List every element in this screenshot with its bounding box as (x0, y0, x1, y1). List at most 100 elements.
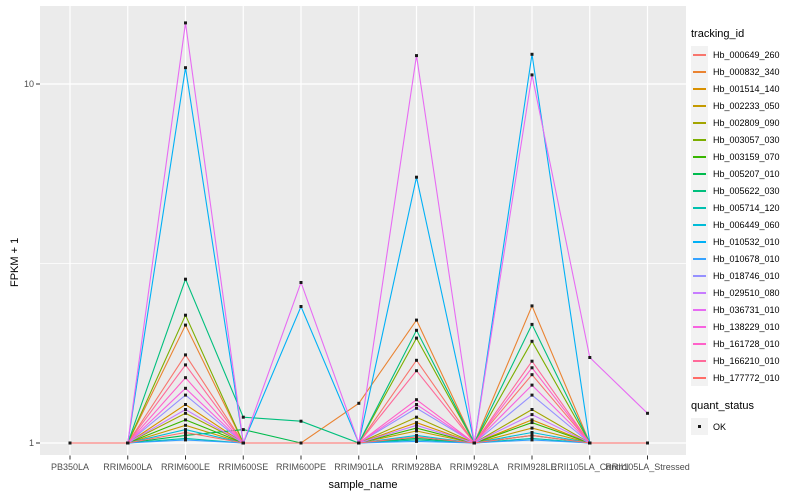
legend-key (691, 182, 708, 199)
data-point (184, 431, 187, 434)
legend-item-Hb_177772_010: Hb_177772_010 (691, 369, 799, 386)
legend-key-line-icon (693, 257, 706, 260)
legend-item-label: Hb_018746_010 (713, 270, 780, 281)
legend-item-label: Hb_161728_010 (713, 338, 780, 349)
legend-title-tracking-id: tracking_id (691, 28, 745, 40)
data-point (415, 175, 418, 179)
legend-item-Hb_002809_090: Hb_002809_090 (691, 114, 799, 131)
legend-key (691, 335, 708, 352)
legend-key (691, 250, 708, 267)
x-tick-label: RRII105LA_Stressed (605, 462, 690, 472)
data-point (530, 73, 534, 77)
data-point (415, 423, 418, 427)
legend-item-Hb_138229_010: Hb_138229_010 (691, 318, 799, 335)
data-point (415, 426, 418, 430)
data-point (530, 433, 534, 437)
legend: tracking_id Hb_000649_260 Hb_000832_340 Hb… (691, 28, 799, 435)
legend-item-label: Hb_005207_010 (713, 168, 780, 179)
legend-key (691, 199, 708, 216)
legend-tracking-items: Hb_000649_260 Hb_000832_340 Hb_001514_140 H… (691, 46, 799, 386)
data-point (299, 419, 303, 423)
legend-key-line-icon (693, 240, 706, 243)
data-point (530, 418, 534, 422)
legend-key (691, 233, 708, 250)
data-point (357, 441, 361, 445)
data-point (530, 383, 534, 387)
data-point (415, 358, 418, 362)
legend-item-label: Hb_010678_010 (713, 253, 780, 264)
legend-key-line-icon (693, 189, 706, 192)
data-point (184, 353, 187, 357)
legend-item-Hb_005207_010: Hb_005207_010 (691, 165, 799, 182)
legend-title-quant-status: quant_status (691, 400, 754, 412)
data-point (184, 323, 187, 327)
legend-key-line-icon (693, 172, 706, 175)
legend-key (691, 131, 708, 148)
legend-item-label: Hb_002233_050 (713, 100, 780, 111)
data-point (241, 415, 245, 419)
data-point (646, 411, 649, 415)
data-point (415, 328, 418, 332)
data-point (299, 281, 303, 284)
legend-item-label: OK (713, 421, 727, 432)
legend-item-Hb_010678_010: Hb_010678_010 (691, 250, 799, 267)
data-point (646, 441, 649, 445)
y-axis-title: FPKM + 1 (9, 237, 21, 287)
black-square-point-icon (698, 425, 701, 428)
data-point (530, 421, 534, 425)
legend-item-label: Hb_166210_010 (713, 355, 780, 366)
legend-key (691, 80, 708, 97)
legend-key-line-icon (693, 104, 706, 107)
legend-key (691, 318, 708, 335)
data-point (184, 428, 187, 432)
legend-item-Hb_010532_010: Hb_010532_010 (691, 233, 799, 250)
data-point (184, 277, 187, 281)
x-tick-label: RRIM928LE (507, 462, 557, 472)
legend-key (691, 352, 708, 369)
data-point (530, 373, 534, 377)
data-point (415, 369, 418, 373)
x-tick-label: RRIM600PE (275, 462, 327, 472)
legend-item-quant-ok: OK (691, 418, 799, 435)
data-point (530, 426, 534, 430)
legend-key-line-icon (693, 70, 706, 73)
y-tick-label: 1 (28, 438, 34, 448)
legend-item-Hb_000649_260: Hb_000649_260 (691, 46, 799, 63)
data-point (530, 438, 534, 442)
data-point (68, 441, 72, 445)
legend-key-line-icon (693, 53, 706, 56)
legend-item-label: Hb_003159_070 (713, 151, 780, 162)
data-point (530, 393, 534, 397)
x-tick-label: PB350LA (50, 462, 90, 472)
legend-item-Hb_000832_340: Hb_000832_340 (691, 63, 799, 80)
legend-key (691, 165, 708, 182)
data-point (415, 318, 418, 322)
data-point (415, 435, 418, 439)
data-point (184, 408, 187, 411)
data-point (472, 441, 476, 445)
data-point (530, 339, 534, 343)
legend-item-label: Hb_000649_260 (713, 49, 780, 60)
legend-key (691, 267, 708, 284)
y-tick-label: 10 (23, 79, 34, 89)
legend-item-label: Hb_177772_010 (713, 372, 780, 383)
legend-key-line-icon (693, 376, 706, 379)
panel-background (40, 6, 686, 455)
data-point (530, 408, 534, 411)
data-point (415, 429, 418, 433)
legend-item-Hb_002233_050: Hb_002233_050 (691, 97, 799, 114)
legend-item-label: Hb_029510_080 (713, 287, 780, 298)
legend-item-Hb_005622_030: Hb_005622_030 (691, 182, 799, 199)
legend-item-Hb_029510_080: Hb_029510_080 (691, 284, 799, 301)
data-point (184, 363, 187, 367)
data-point (126, 441, 130, 445)
legend-item-label: Hb_006449_060 (713, 219, 780, 230)
data-point (184, 21, 187, 25)
legend-key-line-icon (693, 325, 706, 328)
data-point (415, 406, 418, 410)
legend-item-label: Hb_138229_010 (713, 321, 780, 332)
legend-key-line-icon (693, 359, 706, 362)
legend-key (691, 46, 708, 63)
data-point (184, 313, 187, 317)
